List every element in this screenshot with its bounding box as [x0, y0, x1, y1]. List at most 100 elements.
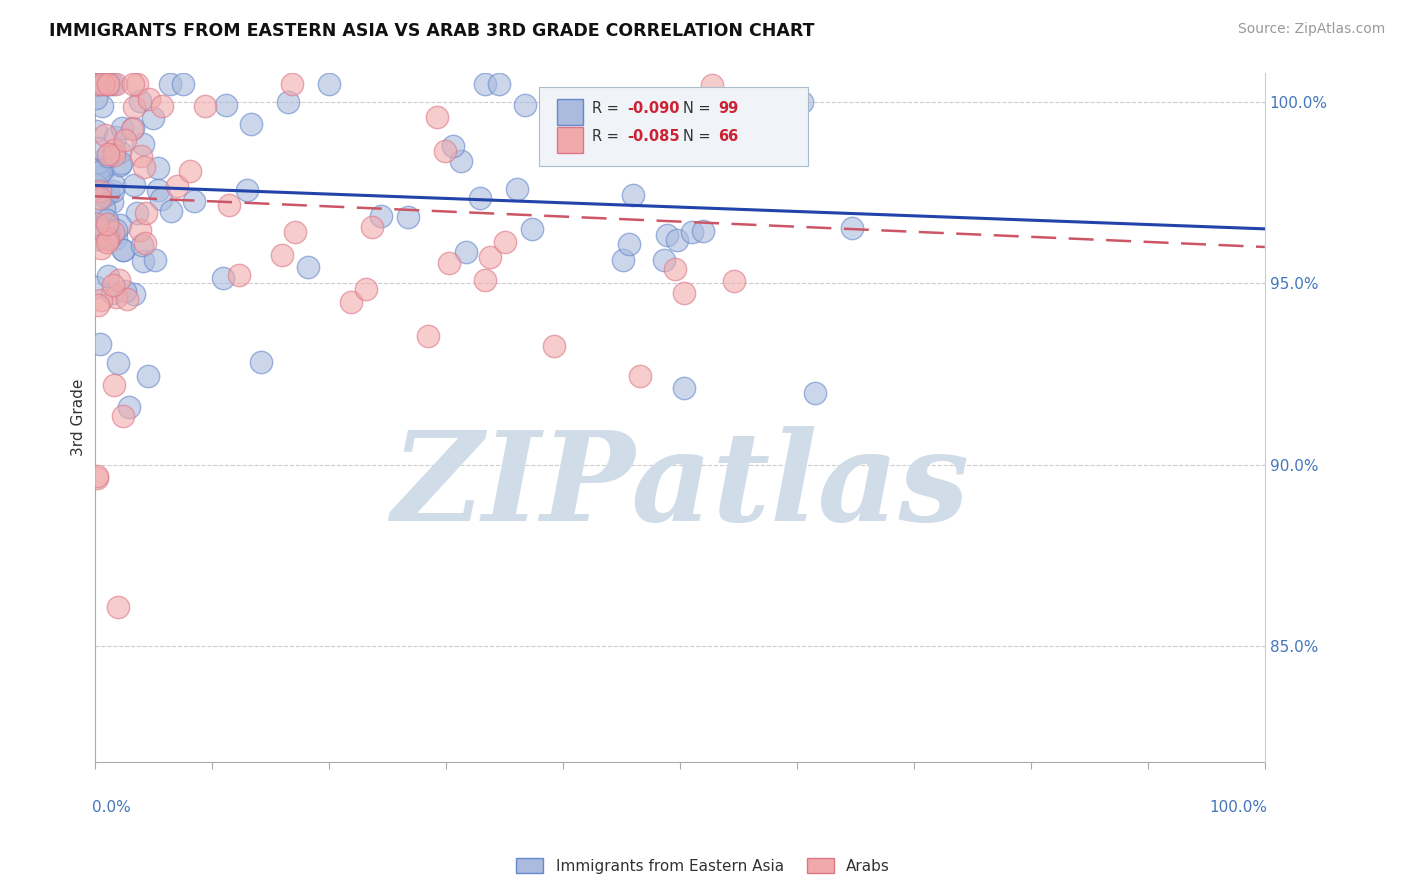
- Point: [236, 183, 259, 197]
- Point: [111, 121, 134, 136]
- Point: [86, 468, 108, 483]
- Text: R =: R =: [592, 128, 623, 144]
- Point: [426, 110, 449, 124]
- Point: [132, 160, 155, 174]
- Bar: [557, 99, 582, 126]
- Point: [97, 77, 120, 91]
- Point: [87, 170, 110, 185]
- Point: [441, 139, 464, 153]
- Point: [568, 120, 591, 134]
- Point: [86, 232, 108, 246]
- Text: N =: N =: [683, 102, 716, 116]
- Point: [142, 111, 165, 125]
- Point: [84, 90, 107, 104]
- Point: [128, 223, 150, 237]
- Point: [86, 77, 108, 91]
- Point: [166, 179, 188, 194]
- Point: [434, 144, 457, 158]
- Point: [107, 356, 129, 370]
- Point: [110, 155, 132, 169]
- Point: [121, 122, 143, 136]
- Point: [132, 253, 155, 268]
- Point: [135, 206, 157, 220]
- Point: [148, 184, 170, 198]
- Point: [101, 285, 124, 300]
- Text: N =: N =: [683, 128, 716, 144]
- Point: [692, 224, 714, 238]
- Point: [96, 213, 118, 227]
- Point: [149, 192, 172, 206]
- Text: Source: ZipAtlas.com: Source: ZipAtlas.com: [1237, 22, 1385, 37]
- Point: [418, 329, 440, 343]
- Text: ZIPatlas: ZIPatlas: [391, 425, 969, 547]
- Point: [297, 260, 319, 274]
- Point: [657, 228, 679, 243]
- Point: [101, 225, 124, 239]
- Point: [474, 273, 496, 287]
- Point: [617, 237, 640, 252]
- Point: [103, 77, 125, 91]
- Point: [567, 120, 589, 134]
- Text: IMMIGRANTS FROM EASTERN ASIA VS ARAB 3RD GRADE CORRELATION CHART: IMMIGRANTS FROM EASTERN ASIA VS ARAB 3RD…: [49, 22, 814, 40]
- Point: [129, 95, 152, 109]
- Text: -0.090: -0.090: [627, 102, 679, 116]
- Point: [87, 141, 110, 155]
- Point: [107, 600, 129, 615]
- Point: [277, 95, 299, 109]
- Point: [628, 368, 651, 383]
- Point: [97, 269, 120, 284]
- Point: [86, 471, 108, 485]
- Point: [612, 252, 634, 267]
- Point: [84, 178, 107, 192]
- Point: [104, 129, 127, 144]
- Point: [543, 339, 565, 353]
- Point: [105, 77, 128, 91]
- Point: [90, 241, 112, 255]
- Point: [194, 99, 217, 113]
- Point: [91, 162, 114, 177]
- Point: [146, 161, 169, 175]
- Point: [112, 409, 135, 424]
- Point: [103, 144, 125, 158]
- Point: [138, 92, 160, 106]
- Point: [122, 77, 145, 91]
- Point: [494, 235, 516, 249]
- Text: -0.085: -0.085: [627, 128, 679, 144]
- Point: [454, 245, 477, 260]
- Point: [160, 203, 183, 218]
- Point: [110, 219, 132, 233]
- Point: [271, 248, 294, 262]
- Point: [98, 230, 121, 244]
- Point: [121, 120, 143, 135]
- Point: [143, 253, 166, 268]
- Point: [90, 164, 112, 178]
- Point: [127, 77, 149, 91]
- Point: [101, 195, 124, 210]
- Point: [97, 232, 120, 246]
- Point: [84, 279, 107, 293]
- Point: [97, 219, 120, 234]
- Point: [91, 77, 114, 91]
- Point: [97, 146, 120, 161]
- Point: [790, 95, 813, 110]
- Point: [94, 128, 117, 143]
- Point: [131, 238, 153, 252]
- Point: [150, 99, 173, 113]
- Point: [673, 381, 696, 395]
- Point: [103, 377, 125, 392]
- Point: [114, 133, 136, 147]
- Text: 100.0%: 100.0%: [1209, 799, 1267, 814]
- Point: [664, 261, 686, 276]
- Point: [111, 244, 134, 258]
- Text: 0.0%: 0.0%: [93, 799, 131, 814]
- Point: [172, 77, 194, 91]
- Point: [96, 232, 118, 246]
- Point: [479, 250, 502, 264]
- Point: [621, 187, 644, 202]
- Point: [515, 97, 537, 112]
- Point: [87, 77, 110, 91]
- Point: [122, 100, 145, 114]
- Point: [96, 235, 118, 249]
- Point: [89, 77, 111, 91]
- Point: [89, 337, 111, 351]
